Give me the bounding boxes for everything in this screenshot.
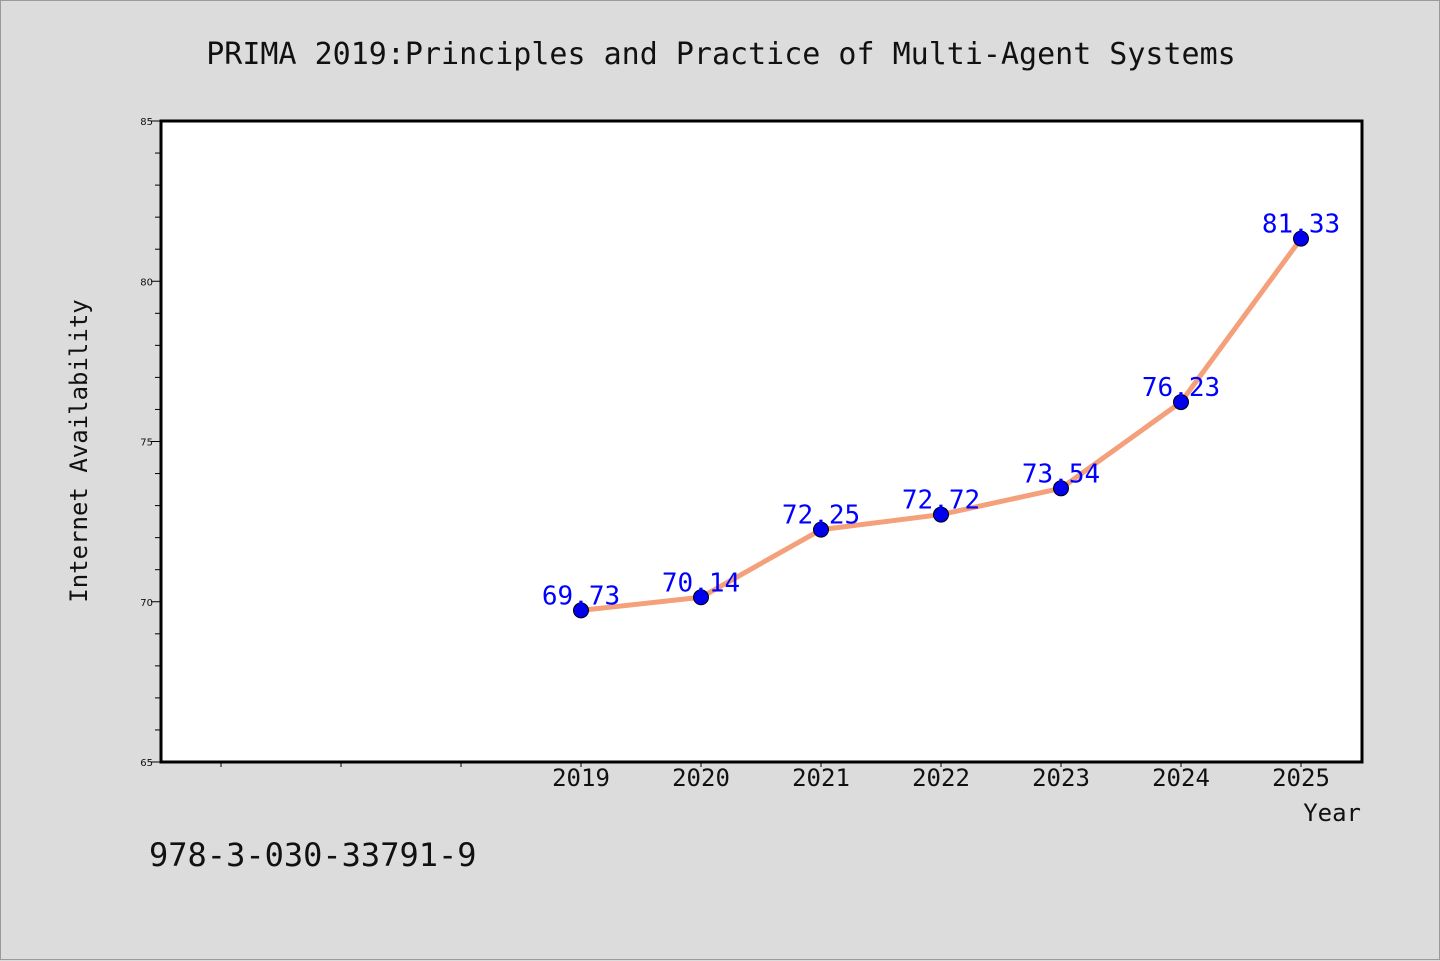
plot-area xyxy=(159,119,1364,764)
data-point xyxy=(1053,480,1069,497)
data-point xyxy=(573,602,589,619)
data-label: 73.54 xyxy=(1022,459,1100,489)
y-axis-label: Internet Availability xyxy=(65,299,93,602)
data-label: 70.14 xyxy=(662,568,740,598)
chart-title: PRIMA 2019:Principles and Practice of Mu… xyxy=(206,37,1236,72)
y-tick-label: 70 xyxy=(140,598,153,609)
markers-group xyxy=(573,230,1309,619)
x-tick-label: 2021 xyxy=(792,764,850,792)
isbn-footnote: 978-3-030-33791-9 xyxy=(149,836,477,874)
data-point xyxy=(1173,394,1189,411)
data-label: 72.25 xyxy=(782,501,860,531)
y-axis: 65 70 75 80 85 xyxy=(140,117,161,769)
y-tick-label: 85 xyxy=(140,117,153,128)
y-tick-label: 65 xyxy=(140,758,153,769)
data-label: 76.23 xyxy=(1142,373,1220,403)
data-label: 72.72 xyxy=(902,486,980,516)
y-tick-label: 75 xyxy=(140,438,153,449)
x-axis: 2019 2020 2021 2022 2023 2024 2025 xyxy=(220,762,1330,792)
x-axis-label: Year xyxy=(1303,799,1361,827)
data-point xyxy=(813,521,829,538)
data-label: 69.73 xyxy=(542,581,620,611)
data-point xyxy=(1293,230,1309,247)
data-label: 81.33 xyxy=(1262,210,1340,240)
y-tick-label: 80 xyxy=(140,277,153,288)
x-tick-label: 2025 xyxy=(1272,764,1330,792)
data-labels-group: 69.73 70.14 72.25 72.72 73.54 76.23 81.33 xyxy=(542,210,1340,612)
x-tick-label: 2020 xyxy=(672,764,730,792)
x-tick-label: 2023 xyxy=(1032,764,1090,792)
data-point xyxy=(933,506,949,523)
data-point xyxy=(693,589,709,606)
x-tick-label: 2024 xyxy=(1152,764,1210,792)
x-tick-label: 2022 xyxy=(912,764,970,792)
x-tick-label: 2019 xyxy=(552,764,610,792)
